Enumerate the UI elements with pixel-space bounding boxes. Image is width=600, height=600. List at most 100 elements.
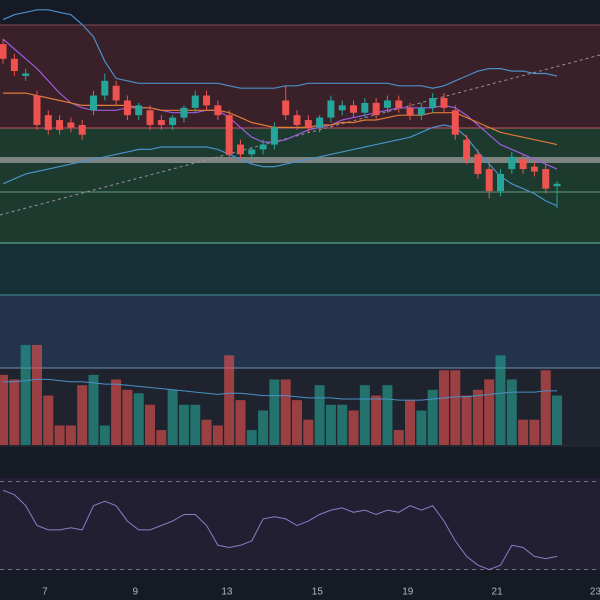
candle-body <box>293 115 301 125</box>
volume-bar <box>348 410 359 445</box>
rsi-line <box>2 489 558 571</box>
x-tick-label: 19 <box>402 587 414 598</box>
level-band <box>0 157 600 163</box>
candle-body <box>89 95 97 111</box>
indicator-line <box>2 38 558 170</box>
volume-bar <box>156 430 167 445</box>
candle-body <box>395 100 403 108</box>
candle-body <box>56 120 64 130</box>
volume-bar <box>337 404 348 445</box>
candle-body <box>350 105 358 113</box>
candle-body <box>203 95 211 106</box>
x-tick-label: 7 <box>42 587 48 598</box>
volume-bar <box>495 355 506 445</box>
volume-bar <box>405 400 416 445</box>
candle-body <box>225 115 233 155</box>
volume-bar <box>292 400 303 445</box>
candle-body <box>135 105 143 116</box>
volume-bar <box>65 425 76 445</box>
resistance-zone <box>0 25 600 128</box>
volume-bar <box>540 370 551 445</box>
candle-body <box>67 122 75 128</box>
candle-body <box>101 80 109 96</box>
volume-bar <box>518 419 529 445</box>
candle-body <box>270 127 278 145</box>
candle-body <box>180 107 188 118</box>
candle-body <box>530 166 538 172</box>
support-zone <box>0 128 600 243</box>
volume-bar <box>224 355 235 445</box>
volume-bar <box>9 379 20 445</box>
candle-body <box>406 107 414 116</box>
candle-body <box>44 115 52 130</box>
volume-bar <box>235 400 246 445</box>
volume-bar <box>246 430 257 445</box>
candle-body <box>372 102 380 116</box>
volume-bar <box>371 395 382 445</box>
volume-bar <box>484 379 495 445</box>
candle-body <box>191 95 199 108</box>
volume-bar <box>99 425 110 445</box>
candle-body <box>157 120 165 125</box>
volume-bar <box>450 370 461 445</box>
volume-bar <box>472 389 483 445</box>
candle-body <box>508 156 516 170</box>
volume-bar <box>31 344 42 445</box>
volume-bar <box>325 404 336 445</box>
candle-body <box>146 110 154 125</box>
x-tick-label: 23 <box>590 587 600 598</box>
volume-bar <box>178 404 189 445</box>
volume-bar <box>201 419 212 445</box>
volume-bar <box>212 425 223 445</box>
candle-body <box>463 139 471 160</box>
volume-bar <box>0 374 9 445</box>
candle-body <box>214 105 222 116</box>
candle-body <box>327 100 335 118</box>
volume-bar <box>416 410 427 445</box>
volume-bar <box>145 404 156 445</box>
indicator-line <box>2 9 558 89</box>
candle-body <box>429 98 437 108</box>
candle-body <box>236 144 244 155</box>
candle-body <box>451 110 459 135</box>
candle-body <box>497 173 505 192</box>
volume-bar <box>529 419 540 445</box>
blue-zone <box>0 295 600 368</box>
candle-body <box>417 107 425 116</box>
candle-body <box>485 169 493 192</box>
candle-body <box>33 95 41 125</box>
volume-bar <box>111 379 122 445</box>
candle-body <box>361 102 369 113</box>
candle-body <box>0 44 7 59</box>
candle-body <box>282 100 290 116</box>
volume-bar <box>190 404 201 445</box>
time-axis <box>0 585 600 600</box>
volume-bar <box>303 419 314 445</box>
candle-body <box>22 73 30 76</box>
candle-body <box>259 144 267 150</box>
volume-bar <box>43 395 54 445</box>
volume-bar <box>167 389 178 445</box>
volume-bar <box>552 395 563 445</box>
candle-body <box>474 154 482 174</box>
volume-bar <box>461 395 472 445</box>
candle-body <box>304 120 312 128</box>
volume-bar <box>314 385 325 445</box>
volume-bar <box>427 389 438 445</box>
volume-bar <box>77 385 88 445</box>
teal-zone <box>0 243 600 295</box>
candle-body <box>338 105 346 111</box>
volume-bar <box>54 425 65 445</box>
candle-body <box>519 159 527 170</box>
candle-body <box>383 100 391 108</box>
volume-ma <box>3 378 557 401</box>
volume-bar <box>269 379 280 445</box>
candle-body <box>542 169 550 189</box>
volume-bar <box>359 385 370 445</box>
volume-bar <box>88 374 99 445</box>
volume-bar <box>393 430 404 445</box>
candle-body <box>112 85 120 101</box>
volume-bar <box>280 379 291 445</box>
candle-body <box>169 117 177 125</box>
volume-bar <box>133 393 144 445</box>
